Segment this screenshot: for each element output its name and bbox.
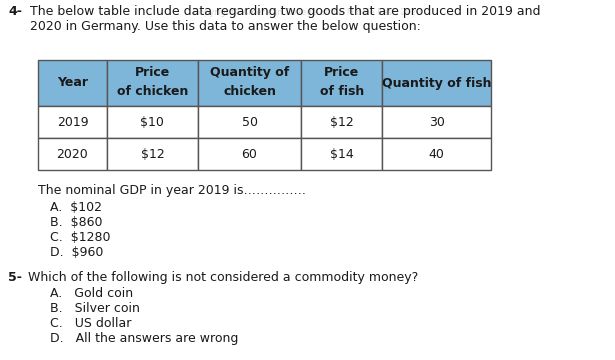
Bar [301,138,383,170]
Text: 60: 60 [242,148,258,161]
Text: 4-: 4- [8,5,22,18]
Text: Copyright©American College of the Middle East, 2020: Copyright©American College of the Middle… [193,8,422,17]
Text: A.   Gold coin: A. Gold coin [50,287,133,300]
Text: B.   Silver coin: B. Silver coin [50,302,140,315]
Bar [383,138,491,170]
Bar [107,106,198,138]
Bar [198,138,301,170]
Text: C.   US dollar: C. US dollar [50,317,132,330]
Bar [107,60,198,106]
Text: The nominal GDP in year 2019 is……………: The nominal GDP in year 2019 is…………… [38,184,306,197]
Bar [198,106,301,138]
Text: Price: Price [135,66,170,79]
Text: B.  $860: B. $860 [50,216,103,229]
Text: 2020: 2020 [57,148,89,161]
Text: of chicken: of chicken [117,85,188,98]
Text: Price: Price [324,66,359,79]
Text: 40: 40 [429,148,445,161]
Bar [383,60,491,106]
Bar [301,106,383,138]
Text: of fish: of fish [320,85,364,98]
Text: Which of the following is not considered a commodity money?: Which of the following is not considered… [28,271,418,284]
Text: $14: $14 [330,148,354,161]
Text: 5-: 5- [8,271,22,284]
Text: 2020 in Germany. Use this data to answer the below question:: 2020 in Germany. Use this data to answer… [30,20,421,33]
Text: $12: $12 [330,116,354,129]
Text: 30: 30 [429,116,445,129]
Text: Quantity of: Quantity of [210,66,289,79]
Text: Year: Year [57,77,88,90]
Bar [38,60,107,106]
Text: D.   All the answers are wrong: D. All the answers are wrong [50,332,239,345]
Bar [107,138,198,170]
Text: A.  $102: A. $102 [50,201,102,214]
Text: 50: 50 [242,116,258,129]
Bar [301,60,383,106]
Text: 2019: 2019 [57,116,89,129]
Text: $10: $10 [140,116,164,129]
Bar [38,138,107,170]
Text: Quantity of fish: Quantity of fish [382,77,491,90]
Text: chicken: chicken [223,85,276,98]
Text: The below table include data regarding two goods that are produced in 2019 and: The below table include data regarding t… [30,5,541,18]
Text: D.  $960: D. $960 [50,246,103,259]
Text: C.  $1280: C. $1280 [50,231,111,244]
Text: $12: $12 [140,148,164,161]
Bar [38,106,107,138]
Bar [383,106,491,138]
Bar [198,60,301,106]
